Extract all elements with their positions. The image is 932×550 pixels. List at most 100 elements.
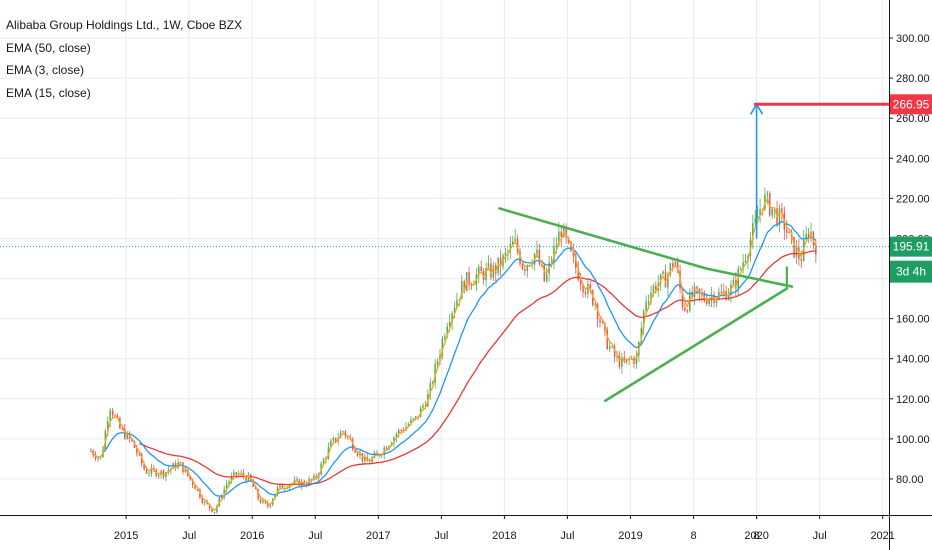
candle-body: [444, 336, 446, 339]
candle-body: [153, 467, 155, 470]
candle: [793, 236, 795, 259]
candle-body: [732, 280, 735, 285]
candle: [276, 485, 279, 497]
candle-body: [269, 504, 271, 507]
candle-body: [439, 354, 441, 361]
candle-body: [451, 312, 453, 323]
candle: [807, 227, 810, 243]
candle-body: [291, 482, 293, 485]
candle: [516, 234, 519, 256]
candle: [385, 445, 388, 450]
candle: [167, 466, 170, 475]
candle-body: [672, 263, 674, 267]
candle-body: [150, 467, 153, 474]
candle-body: [795, 247, 798, 258]
time-axis: [0, 515, 932, 550]
candle-body: [667, 274, 669, 288]
grid: [0, 0, 889, 515]
candle: [398, 428, 400, 439]
candle-body: [310, 479, 313, 481]
candle-body: [722, 290, 725, 293]
candle-body: [446, 326, 449, 337]
candle-body: [143, 463, 145, 470]
candle: [444, 332, 446, 342]
candle-body: [412, 418, 415, 420]
candle-body: [107, 421, 109, 431]
candle: [150, 463, 153, 477]
candle-body: [458, 299, 461, 301]
candle-body: [373, 453, 376, 458]
candle-body: [235, 472, 238, 475]
candle-body: [315, 475, 318, 478]
candle-body: [543, 265, 546, 282]
candle-body: [752, 223, 754, 240]
candle: [359, 448, 361, 460]
ema3-line: [90, 196, 817, 512]
candle-body: [461, 280, 463, 300]
upper-triangle-line: [498, 207, 708, 270]
candle-body: [676, 262, 679, 271]
candle-body: [94, 455, 97, 459]
candle: [805, 226, 807, 242]
candle: [669, 262, 672, 278]
candle-body: [616, 356, 618, 358]
candle: [613, 343, 616, 363]
candle: [313, 473, 315, 482]
candle-body: [572, 250, 575, 256]
candle: [213, 511, 216, 514]
candle: [485, 262, 487, 288]
candle-body: [499, 257, 502, 267]
candle-body: [662, 271, 664, 274]
candle-body: [582, 284, 584, 293]
candle-body: [138, 453, 141, 455]
candle-body: [368, 461, 371, 463]
candle-body: [601, 322, 604, 324]
candle-body: [204, 501, 206, 503]
candle-body: [267, 503, 269, 507]
candle-body: [148, 473, 150, 475]
candle-body: [558, 231, 560, 246]
candle-body: [257, 489, 259, 499]
candle: [628, 356, 630, 365]
candle-body: [281, 484, 284, 489]
candle-body: [562, 226, 565, 238]
candle-body: [650, 292, 652, 302]
legend-ema15[interactable]: EMA (15, close): [6, 85, 91, 100]
candle-body: [305, 484, 308, 486]
candle-body: [400, 429, 402, 431]
y-tick-label: 220.00: [896, 193, 930, 205]
candle: [490, 257, 492, 281]
candle: [218, 495, 221, 508]
candle-body: [356, 452, 359, 456]
x-tick-label: 2016: [240, 530, 264, 542]
candle-body: [507, 251, 509, 253]
candle: [584, 289, 587, 298]
candle-body: [201, 497, 204, 503]
candle-body: [196, 489, 199, 491]
ema50-line: [139, 250, 816, 486]
candle: [771, 208, 773, 220]
candle: [136, 444, 138, 457]
candle-body: [689, 292, 691, 312]
candle: [441, 336, 444, 360]
candle-body: [807, 233, 810, 238]
candle-body: [742, 262, 744, 269]
y-tick-label: 300.00: [896, 33, 930, 45]
legend-ema3[interactable]: EMA (3, close): [6, 63, 85, 77]
candle-body: [410, 419, 412, 425]
candle-body: [611, 346, 613, 348]
candle-body: [344, 431, 347, 437]
legend-ema50[interactable]: EMA (50, close): [6, 40, 91, 55]
candle-body: [715, 298, 718, 304]
candle: [635, 350, 638, 369]
candle-body: [470, 284, 473, 286]
candle-body: [398, 429, 400, 435]
candle: [732, 276, 735, 285]
candle-body: [468, 272, 470, 285]
last-price-badge-bg: [890, 236, 932, 257]
candle-body: [526, 265, 529, 272]
candle-body: [516, 238, 519, 252]
target-price-badge-label: 266.95: [893, 97, 930, 111]
candle-body: [579, 280, 582, 285]
